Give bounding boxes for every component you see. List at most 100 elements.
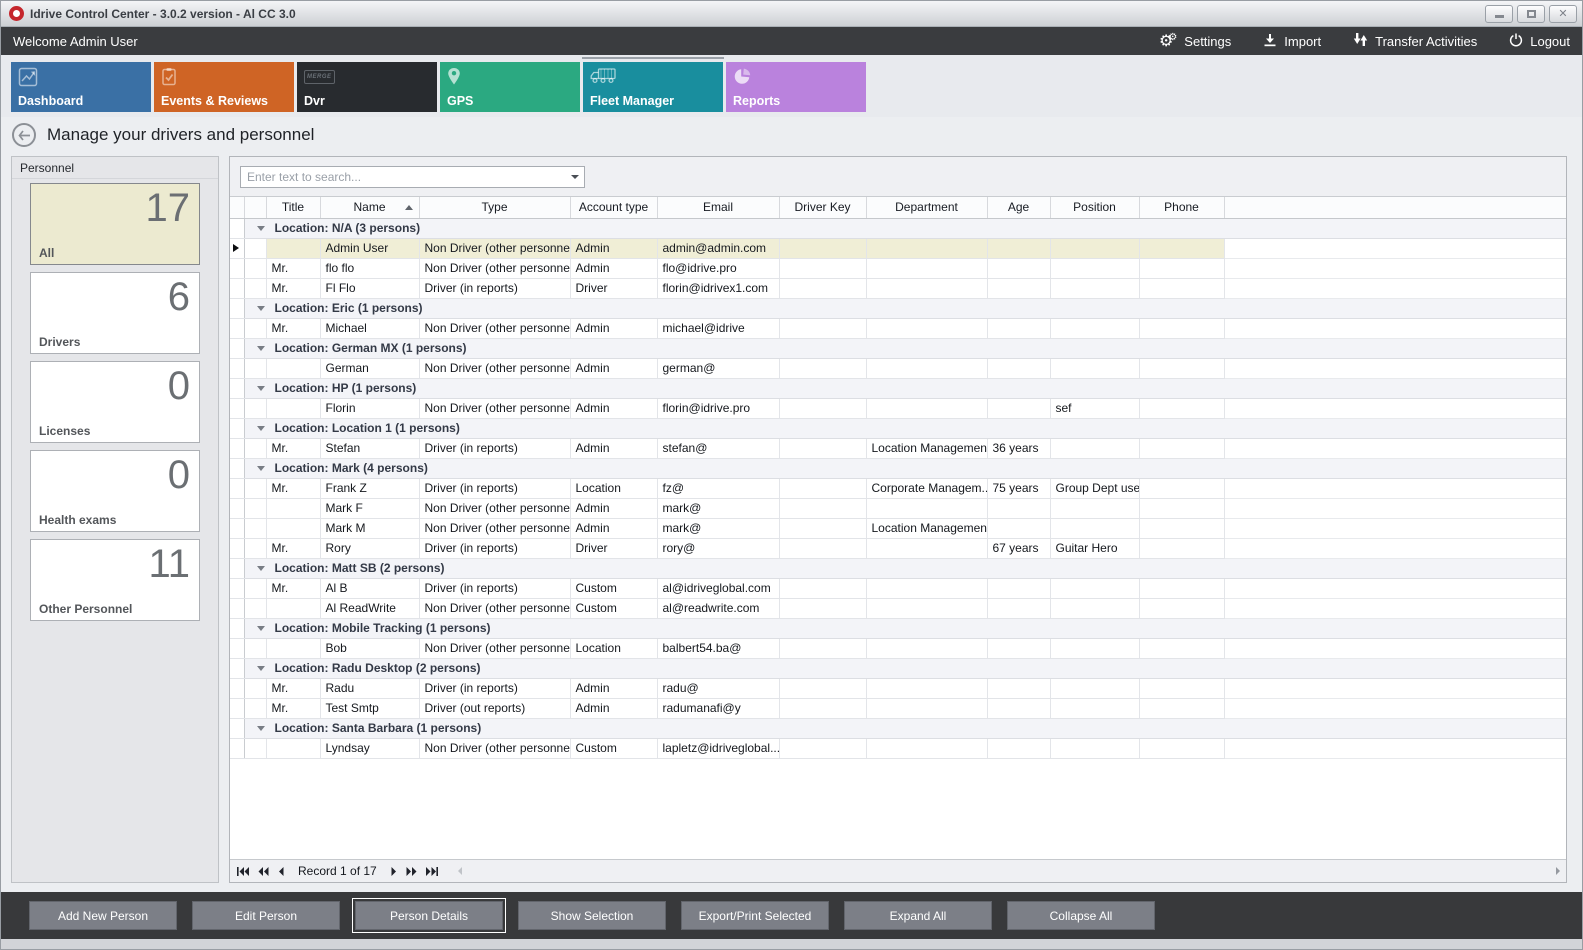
- cell-position[interactable]: Group Dept user: [1050, 478, 1140, 499]
- minimize-button[interactable]: [1485, 4, 1513, 23]
- table-row[interactable]: Mr. Michael Non Driver (other personnel) Ad…: [230, 318, 1566, 339]
- expand-all-button[interactable]: Expand All: [844, 901, 992, 930]
- collapse-group-icon[interactable]: [256, 305, 265, 311]
- cell-email[interactable]: german@: [657, 358, 780, 379]
- cell-email[interactable]: lapletz@idriveglobal....: [657, 738, 780, 759]
- table-row[interactable]: German Non Driver (other personnel) Admin g…: [230, 358, 1566, 379]
- cell-email[interactable]: radu@: [657, 678, 780, 699]
- cell-name[interactable]: Stefan: [320, 438, 420, 459]
- column-header-age[interactable]: Age: [987, 197, 1051, 219]
- group-header-cell[interactable]: Location: Matt SB (2 persons): [244, 558, 1566, 579]
- cell-age[interactable]: [987, 258, 1051, 279]
- table-row[interactable]: Admin User Non Driver (other personnel) Ad…: [230, 238, 1566, 259]
- cell-position[interactable]: [1050, 638, 1140, 659]
- column-header-email[interactable]: Email: [657, 197, 780, 219]
- column-header-driver-key[interactable]: Driver Key: [779, 197, 867, 219]
- cell-title[interactable]: Mr.: [266, 258, 321, 279]
- cell-title[interactable]: Mr.: [266, 578, 321, 599]
- table-row[interactable]: Mr. Al B Driver (in reports) Custom al@idriv…: [230, 578, 1566, 599]
- cell-type[interactable]: Non Driver (other personnel): [419, 258, 571, 279]
- cell-account-type[interactable]: Admin: [570, 518, 658, 539]
- cell-age[interactable]: [987, 598, 1051, 619]
- cell-driver-key[interactable]: [779, 578, 867, 599]
- cell-type[interactable]: Non Driver (other personnel): [419, 318, 571, 339]
- cell-department[interactable]: [866, 638, 988, 659]
- cell-type[interactable]: Driver (in reports): [419, 578, 571, 599]
- cell-age[interactable]: [987, 678, 1051, 699]
- cell-age[interactable]: 36 years: [987, 438, 1051, 459]
- table-row[interactable]: Florin Non Driver (other personnel) Admin f…: [230, 398, 1566, 419]
- table-row[interactable]: Mark F Non Driver (other personnel) Admin m…: [230, 498, 1566, 519]
- cell-driver-key[interactable]: [779, 538, 867, 559]
- cell-account-type[interactable]: Custom: [570, 578, 658, 599]
- table-row[interactable]: Mr. Fl Flo Driver (in reports) Driver florin…: [230, 278, 1566, 299]
- group-row[interactable]: Location: Mark (4 persons): [230, 458, 1566, 479]
- cell-email[interactable]: balbert54.ba@: [657, 638, 780, 659]
- cell-department[interactable]: [866, 358, 988, 379]
- cell-department[interactable]: [866, 238, 988, 259]
- cell-name[interactable]: Bob: [320, 638, 420, 659]
- cell-account-type[interactable]: Driver: [570, 538, 658, 559]
- cell-phone[interactable]: [1139, 278, 1225, 299]
- cell-account-type[interactable]: Admin: [570, 238, 658, 259]
- cell-driver-key[interactable]: [779, 738, 867, 759]
- cell-department[interactable]: [866, 258, 988, 279]
- next-record-button[interactable]: [391, 866, 397, 876]
- cell-phone[interactable]: [1139, 698, 1225, 719]
- cell-phone[interactable]: [1139, 258, 1225, 279]
- cell-position[interactable]: [1050, 738, 1140, 759]
- collapse-group-icon[interactable]: [256, 345, 265, 351]
- cell-title[interactable]: [266, 738, 321, 759]
- group-row[interactable]: Location: Santa Barbara (1 persons): [230, 718, 1566, 739]
- cell-name[interactable]: Lyndsay: [320, 738, 420, 759]
- cell-type[interactable]: Driver (in reports): [419, 538, 571, 559]
- cell-type[interactable]: Non Driver (other personnel): [419, 498, 571, 519]
- cell-department[interactable]: [866, 318, 988, 339]
- cell-type[interactable]: Non Driver (other personnel): [419, 518, 571, 539]
- tab-events-reviews[interactable]: Events & Reviews: [154, 62, 294, 112]
- collapse-group-icon[interactable]: [256, 225, 265, 231]
- cell-age[interactable]: [987, 238, 1051, 259]
- cell-driver-key[interactable]: [779, 238, 867, 259]
- cell-name[interactable]: Frank Z: [320, 478, 420, 499]
- back-button[interactable]: [12, 123, 36, 147]
- cell-driver-key[interactable]: [779, 398, 867, 419]
- cell-phone[interactable]: [1139, 358, 1225, 379]
- cell-age[interactable]: [987, 578, 1051, 599]
- cell-driver-key[interactable]: [779, 358, 867, 379]
- cell-title[interactable]: Mr.: [266, 438, 321, 459]
- cell-driver-key[interactable]: [779, 498, 867, 519]
- table-row[interactable]: Mr. Rory Driver (in reports) Driver rory@ 67 …: [230, 538, 1566, 559]
- cell-department[interactable]: Location Management: [866, 518, 988, 539]
- next-page-button[interactable]: [406, 866, 417, 876]
- cell-phone[interactable]: [1139, 498, 1225, 519]
- tab-dashboard[interactable]: Dashboard: [11, 62, 151, 112]
- cell-name[interactable]: Fl Flo: [320, 278, 420, 299]
- cell-name[interactable]: Rory: [320, 538, 420, 559]
- cell-driver-key[interactable]: [779, 438, 867, 459]
- cell-driver-key[interactable]: [779, 678, 867, 699]
- table-row[interactable]: Mr. Frank Z Driver (in reports) Location fz@…: [230, 478, 1566, 499]
- cell-position[interactable]: [1050, 598, 1140, 619]
- table-row[interactable]: Mr. Test Smtp Driver (out reports) Admin rad…: [230, 698, 1566, 719]
- collapse-group-icon[interactable]: [256, 725, 265, 731]
- card-licenses[interactable]: 0 Licenses: [30, 361, 200, 443]
- cell-type[interactable]: Driver (in reports): [419, 478, 571, 499]
- card-other-personnel[interactable]: 11 Other Personnel: [30, 539, 200, 621]
- cell-name[interactable]: Michael: [320, 318, 420, 339]
- cell-type[interactable]: Non Driver (other personnel): [419, 398, 571, 419]
- previous-page-button[interactable]: [258, 866, 269, 876]
- cell-account-type[interactable]: Admin: [570, 498, 658, 519]
- cell-department[interactable]: [866, 678, 988, 699]
- cell-title[interactable]: [266, 358, 321, 379]
- cell-name[interactable]: Mark F: [320, 498, 420, 519]
- cell-email[interactable]: michael@idrive: [657, 318, 780, 339]
- cell-title[interactable]: Mr.: [266, 318, 321, 339]
- cell-driver-key[interactable]: [779, 698, 867, 719]
- hscroll-left-icon[interactable]: [457, 867, 463, 875]
- cell-position[interactable]: [1050, 578, 1140, 599]
- maximize-button[interactable]: [1517, 4, 1545, 23]
- cell-phone[interactable]: [1139, 398, 1225, 419]
- cell-department[interactable]: [866, 398, 988, 419]
- collapse-group-icon[interactable]: [256, 665, 265, 671]
